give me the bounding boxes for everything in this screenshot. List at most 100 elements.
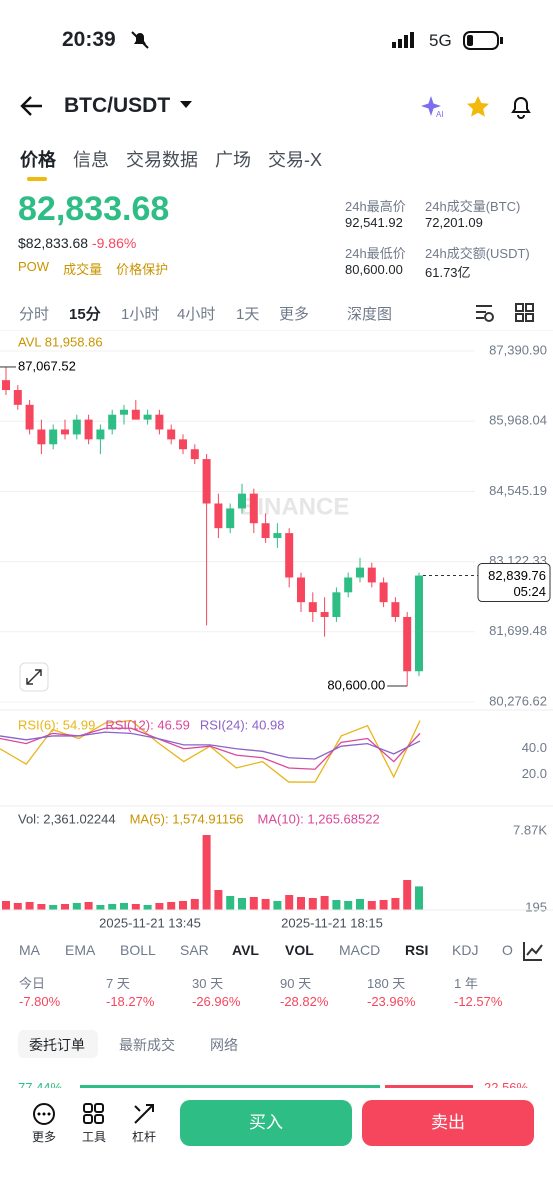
interval[interactable]: 15分 [69,306,101,323]
candle-body [131,409,140,420]
volume-bar [285,895,294,910]
y-tick-label: 87,390.90 [489,342,547,357]
buy-button[interactable]: 买入 [180,1100,352,1146]
order-tab[interactable]: 网络 [210,1037,238,1053]
stat-value: 92,541.92 [345,215,403,230]
price-tag[interactable]: 成交量 [63,262,103,277]
candle-body [202,459,211,504]
volume-bar [84,902,93,910]
tab[interactable]: 价格 [20,150,56,170]
usd-price: $82,833.68 [18,235,89,251]
tab[interactable]: 交易数据 [126,150,198,170]
candle-body [13,390,22,405]
tool-label[interactable]: 杠杆 [132,1130,157,1144]
back-button[interactable] [20,95,44,117]
volume-bar [308,898,317,910]
interval[interactable]: 1小时 [121,306,160,323]
indicator[interactable]: SAR [180,942,209,958]
period-change: -23.96% [367,994,416,1009]
candle-body [308,602,317,613]
volume-bar [379,900,388,910]
pair-title[interactable]: BTC/USDT [64,94,171,117]
candle-body [179,439,187,450]
candle-body [2,380,10,391]
price-change: -9.86% [91,235,137,251]
volume-legend: MA(10): 1,265.68522 [258,811,380,826]
period-change: -12.57% [454,994,503,1009]
tool-label[interactable]: 更多 [32,1130,57,1144]
candle-body [96,429,105,440]
dropdown-icon [180,101,192,108]
interval[interactable]: 1天 [236,306,260,323]
candle-body [226,508,235,529]
candle-body [84,419,93,440]
tab-pill [18,1030,98,1058]
volume-bar [108,904,117,910]
volume-bar [61,904,69,910]
period: 180 天 [367,976,406,991]
candle-body [297,577,305,603]
tab[interactable]: 信息 [73,150,109,170]
volume-bar [179,901,187,910]
order-tab[interactable]: 最新成交 [119,1037,175,1053]
candle-body [72,419,81,435]
period: 30 天 [192,976,224,991]
volume-bar [155,903,164,910]
sell-bar [385,1085,473,1088]
volume-bar [356,899,364,910]
interval[interactable]: 分时 [19,306,50,323]
volume-bar [49,905,58,910]
y-tick-label: 80,276.62 [489,693,547,708]
indicator[interactable]: BOLL [120,942,156,958]
interval[interactable]: 4小时 [177,306,216,323]
indicator[interactable]: MA [19,942,40,958]
tab[interactable]: 交易-X [268,150,322,170]
sell-button[interactable]: 卖出 [362,1100,534,1146]
period-change: -18.27% [106,994,155,1009]
period: 1 年 [454,976,478,991]
volume-bar [297,897,305,910]
mute-icon [131,31,149,49]
indicator[interactable]: MACD [339,942,381,958]
volume-bar [391,898,400,910]
indicator[interactable]: RSI [405,942,429,958]
volume-bar [25,902,34,910]
tool-icons [33,1103,154,1125]
order-tab[interactable]: 委托订单 [29,1037,85,1053]
indicator[interactable]: O [502,942,513,958]
period: 90 天 [280,976,312,991]
alert-icon[interactable] [508,94,534,120]
tool-label[interactable]: 工具 [82,1130,107,1144]
price-tag[interactable]: POW [18,259,50,274]
ai-icon[interactable]: AI [420,94,446,120]
interval[interactable]: 更多 [279,306,310,323]
volume-bar [37,904,46,910]
volume-bar [2,901,10,910]
indicator[interactable]: AVL [232,942,259,958]
indicator-settings[interactable] [522,940,544,962]
volume-legend: MA(5): 1,574.91156 [130,811,244,826]
status-time: 20:39 [62,28,116,51]
interval[interactable]: 深度图 [347,306,393,323]
indicator[interactable]: EMA [65,942,96,958]
stat-label: 24h最低价 [345,246,406,261]
tab[interactable]: 广场 [215,150,251,170]
date-label: 2025-11-21 13:45 [99,915,201,930]
candle-body [367,567,376,583]
volume-bar [120,903,128,910]
svg-text:AI: AI [436,110,444,119]
chart-tools[interactable] [474,302,534,324]
stat-label: 24h成交量(BTC) [425,199,521,214]
candle-body [167,429,176,440]
candle-body [379,582,388,603]
period-change: -28.82% [280,994,329,1009]
candle-body [403,616,412,672]
indicator[interactable]: VOL [285,942,314,958]
avl-label: AVL 81,958.86 [18,334,103,349]
price-tag[interactable]: 价格保护 [116,262,169,277]
indicator[interactable]: KDJ [452,942,479,958]
volume-bar [190,899,199,910]
volume-tick-label: 195 [525,899,547,914]
current-box [477,563,551,603]
favorite-icon[interactable] [465,94,491,120]
